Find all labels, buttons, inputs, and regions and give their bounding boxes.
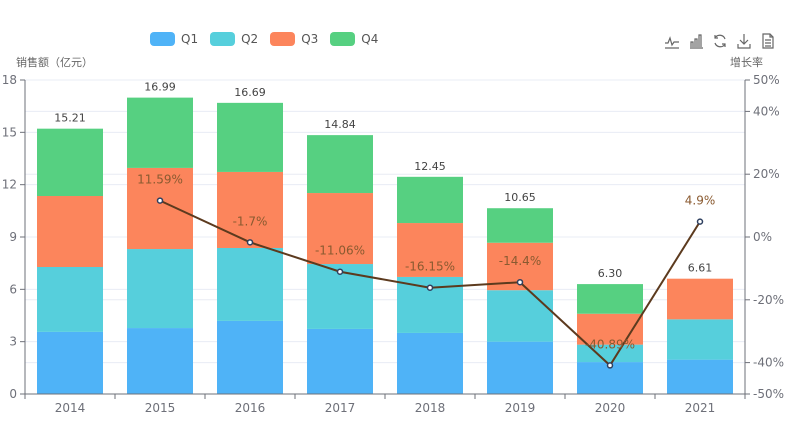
bar-q4-2019: [487, 208, 553, 243]
growth-rate-point: [246, 239, 254, 246]
y-tick-label: 18: [2, 73, 17, 87]
bar-q1-2021: [667, 359, 733, 394]
growth-rate-label: -40.89%: [585, 337, 635, 351]
y-tick-label: 9: [9, 230, 17, 244]
total-label: 12.45: [414, 160, 446, 173]
growth-rate-point: [696, 218, 704, 225]
growth-rate-point: [426, 284, 434, 291]
growth-rate-point: [606, 362, 614, 369]
total-label: 15.21: [54, 112, 86, 125]
bar-q2-2016: [217, 247, 283, 321]
bar-q1-2014: [37, 331, 103, 394]
bar-q4-2014: [37, 128, 103, 197]
bar-q4-2017: [307, 135, 373, 194]
legend-swatch: [150, 32, 175, 46]
legend: Q1 Q2 Q3 Q4: [150, 32, 390, 46]
data-view-icon[interactable]: [758, 31, 778, 51]
y-tick-label: 12: [2, 178, 17, 192]
bar-q3-2017: [307, 193, 373, 265]
bar-q1-2019: [487, 341, 553, 394]
growth-rate-point: [156, 197, 164, 204]
bar-q2-2014: [37, 267, 103, 332]
y-right-tick-label: 0%: [753, 230, 772, 244]
y-tick-label: 0: [9, 387, 17, 401]
bar-q3-2018: [397, 223, 463, 277]
line-chart-icon[interactable]: [662, 31, 682, 51]
legend-swatch: [210, 32, 236, 46]
legend-item-q1[interactable]: Q1: [150, 32, 198, 46]
y-axis-right-name: 增长率: [730, 56, 763, 69]
bar-q3-2015: [127, 167, 193, 250]
y-tick-label: 3: [9, 335, 17, 349]
total-label: 6.61: [688, 262, 713, 275]
growth-rate-point: [516, 278, 524, 286]
y-right-tick-label: -20%: [753, 293, 784, 307]
y-tick-label: 15: [2, 125, 17, 139]
bar-q1-2016: [217, 320, 283, 394]
y-right-tick-label: -50%: [753, 387, 784, 401]
total-label: 6.30: [598, 267, 623, 280]
bar-q3-2014: [37, 196, 103, 268]
x-tick-label: 2015: [145, 401, 176, 415]
bar-q4-2016: [217, 102, 283, 172]
total-label: 16.99: [144, 81, 176, 94]
x-tick-label: 2017: [325, 401, 356, 415]
bar-q1-2015: [127, 328, 193, 394]
y-right-tick-label: 20%: [753, 167, 780, 181]
bar-q4-2018: [397, 176, 463, 224]
bar-q1-2017: [307, 328, 373, 394]
toolbox: [662, 31, 778, 51]
legend-label: Q4: [361, 32, 379, 46]
total-label: 16.69: [234, 86, 266, 99]
legend-item-q4[interactable]: Q4: [330, 32, 378, 46]
bar-q3-2016: [217, 171, 283, 248]
bar-q3-2021: [667, 278, 733, 320]
x-tick-label: 2018: [415, 401, 446, 415]
x-tick-label: 2021: [685, 401, 716, 415]
growth-rate-point: [336, 268, 344, 275]
restore-icon[interactable]: [710, 31, 730, 51]
growth-rate-label: -16.15%: [405, 260, 455, 274]
legend-label: Q1: [181, 32, 199, 46]
x-tick-label: 2020: [595, 401, 626, 415]
x-tick-label: 2014: [55, 401, 86, 415]
y-axis-name: 销售额（亿元）: [16, 56, 93, 69]
y-right-tick-label: 50%: [753, 73, 780, 87]
x-tick-label: 2016: [235, 401, 266, 415]
download-icon[interactable]: [734, 31, 754, 51]
total-label: 10.65: [504, 191, 536, 204]
bar-q1-2018: [397, 332, 463, 394]
y-tick-label: 6: [9, 282, 17, 296]
bar-q2-2019: [487, 290, 553, 342]
x-tick-label: 2019: [505, 401, 536, 415]
y-right-tick-label: 40%: [753, 104, 780, 118]
bar-q4-2015: [127, 97, 193, 168]
growth-rate-label: -14.4%: [499, 254, 541, 268]
legend-label: Q3: [301, 32, 319, 46]
growth-rate-label: 11.59%: [137, 173, 183, 187]
bar-q2-2021: [667, 319, 733, 360]
legend-swatch: [330, 32, 356, 46]
legend-swatch: [270, 32, 296, 46]
legend-label: Q2: [241, 32, 259, 46]
total-label: 14.84: [324, 118, 356, 131]
y-right-tick-label: -40%: [753, 356, 784, 370]
growth-rate-label: 4.9%: [685, 194, 716, 208]
growth-rate-label: -1.7%: [233, 214, 268, 228]
legend-item-q2[interactable]: Q2: [210, 32, 258, 46]
bar-chart-icon[interactable]: [686, 31, 706, 51]
bar-q2-2015: [127, 249, 193, 329]
bar-q4-2020: [577, 284, 643, 314]
growth-rate-label: -11.06%: [315, 244, 365, 258]
legend-item-q3[interactable]: Q3: [270, 32, 318, 46]
